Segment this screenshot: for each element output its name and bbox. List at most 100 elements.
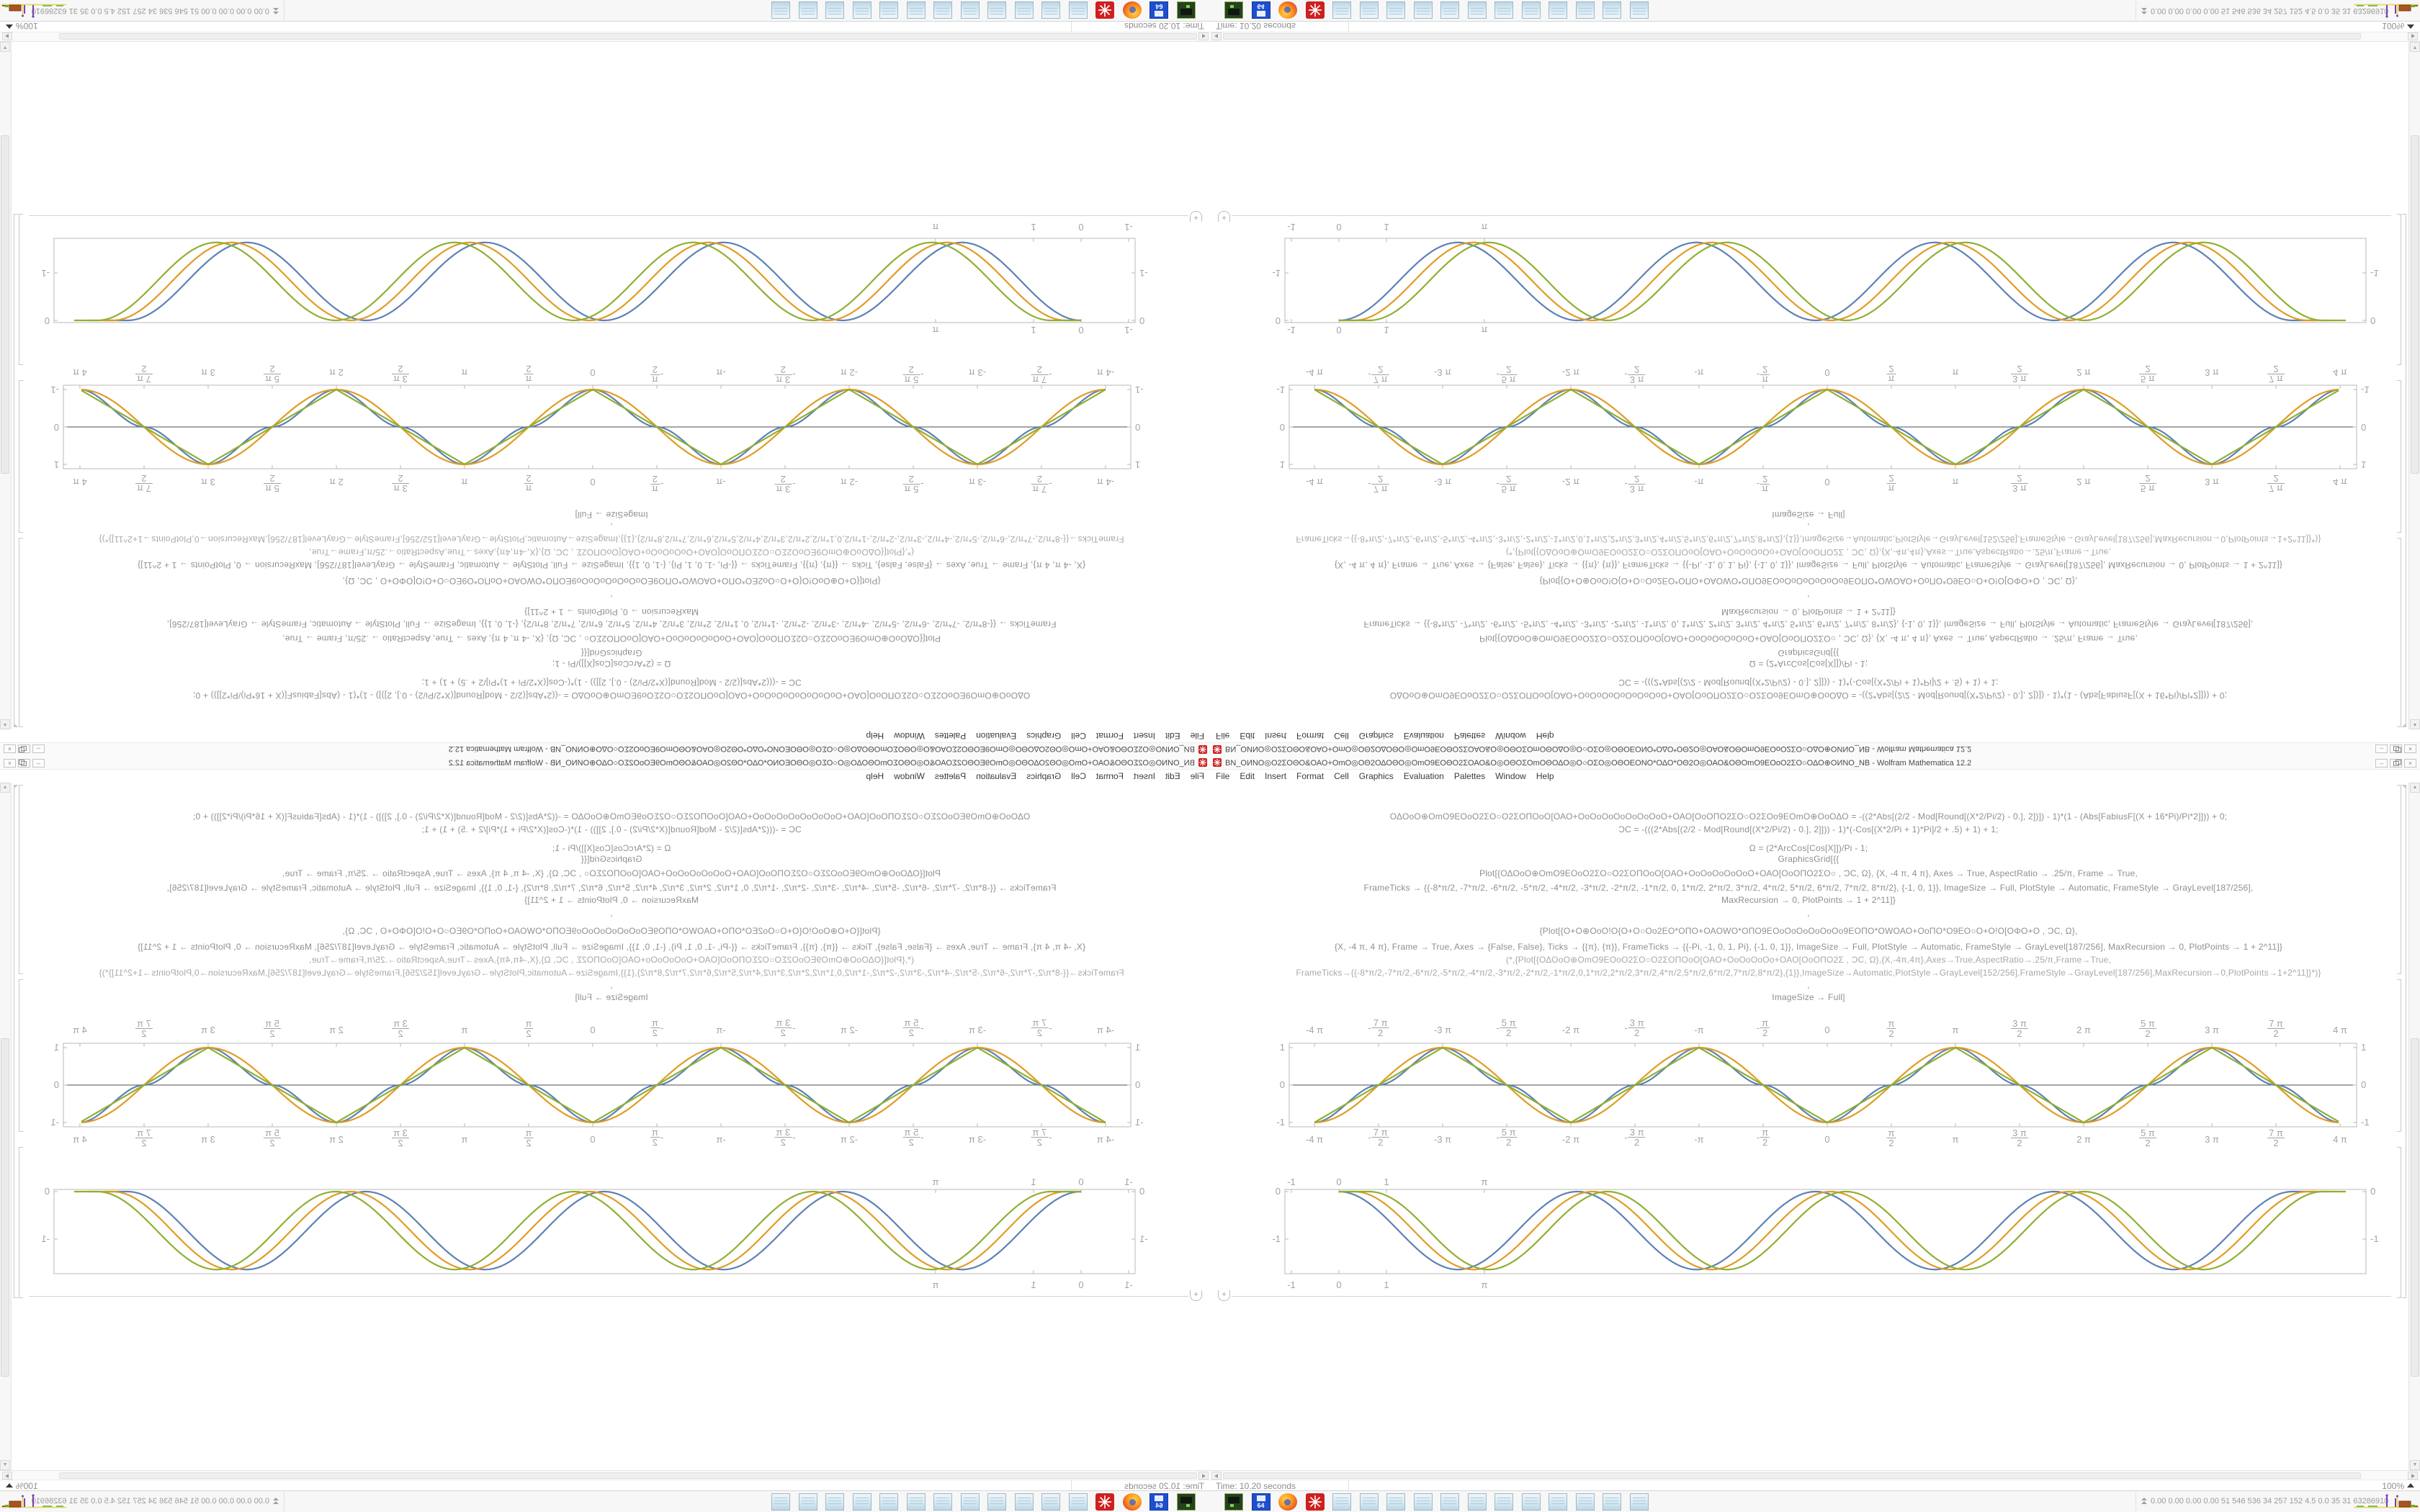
vertical-scroll-thumb[interactable] [2411,1038,2419,1377]
notebook-content[interactable]: ΟΔΟοΟ⊕ΟmΟ9ΕΟοΟ2ΣΟ○Ο2ΣΟΠΟοΟ[ΟΑΟ+ΟοΟοΟοΟοΟ… [13,783,1210,1470]
notepad-icon[interactable] [1629,1,1649,19]
menu-item-help[interactable]: Help [1536,731,1554,741]
vertical-scroll-thumb[interactable] [1,1038,9,1377]
notepad-icon[interactable] [1549,1,1567,19]
taskbar[interactable]: 64 0.00 0.00 0.00 0.00 51 546 536 34 257… [1210,0,2420,22]
notepad-icon[interactable] [1494,1,1513,19]
scroll-right-button[interactable] [2,1472,12,1480]
notepad-icon[interactable] [987,1,1007,19]
notepad-icon[interactable] [1015,1,1034,19]
notepad-icon[interactable] [825,1,845,19]
menu-item-cell[interactable]: Cell [1071,771,1086,781]
menu-item-file[interactable]: File [1190,771,1204,781]
minimize-button[interactable]: – [32,744,45,753]
scroll-left-button[interactable] [1198,32,1209,40]
cell-insertion-rule[interactable] [29,215,1188,216]
disk-green-icon[interactable] [1224,1,1243,19]
title-bar[interactable]: ΒΝ_ΟИΝΟ◎Ο2ΣΟΘΟ&ΟΑΟ+ΟmΟ◎ΟΘ2ΟΔΟΘΟ◎ΟmΟ9ΕΟΘΟ… [0,742,1210,756]
menu-item-file[interactable]: File [1216,771,1230,781]
mathematica-spikey-icon[interactable] [1095,1,1115,19]
notepad-icon[interactable] [933,1493,953,1511]
cell-bracket-group[interactable] [2402,214,2406,727]
notepad-icon[interactable] [1359,1493,1379,1511]
menu-item-edit[interactable]: Edit [1240,731,1255,741]
notebook-content[interactable]: ΟΔΟοΟ⊕ΟmΟ9ΕΟοΟ2ΣΟ○Ο2ΣΟΠΟοΟ[ΟΑΟ+ΟοΟοΟοΟοΟ… [1210,42,2407,729]
taskbar[interactable]: 64 0.00 0.00 0.00 0.00 51 546 536 34 257… [1210,1490,2420,1512]
magnification-control[interactable]: 100% [2382,21,2404,31]
vertical-scrollbar[interactable]: ▲ ▼ [2408,42,2420,729]
restore-button[interactable] [2390,759,2402,768]
notepad-icon[interactable] [1521,1,1541,19]
close-button[interactable]: × [2404,759,2416,768]
menu-item-cell[interactable]: Cell [1071,731,1086,741]
disk-green-icon[interactable] [1224,1493,1243,1511]
close-button[interactable]: × [4,744,16,753]
vertical-scrollbar[interactable]: ▲ ▼ [2408,783,2420,1470]
notepad-icon[interactable] [907,1493,926,1511]
menu-item-format[interactable]: Format [1095,771,1124,781]
menu-item-evaluation[interactable]: Evaluation [976,771,1017,781]
scroll-right-button[interactable] [2,32,12,40]
menu-item-file[interactable]: File [1216,731,1230,741]
notebook-content[interactable]: ΟΔΟοΟ⊕ΟmΟ9ΕΟοΟ2ΣΟ○Ο2ΣΟΠΟοΟ[ΟΑΟ+ΟοΟοΟοΟοΟ… [13,42,1210,729]
notepad-icon[interactable] [1413,1,1433,19]
cell-bracket-code[interactable] [2397,785,2401,974]
magnification-control[interactable]: 100% [2382,1481,2404,1491]
menu-item-graphics[interactable]: Graphics [1026,731,1062,741]
notepad-icon[interactable] [1440,1,1459,19]
scroll-left-button[interactable] [1198,1472,1209,1480]
notepad-icon[interactable] [879,1493,899,1511]
notepad-icon[interactable] [1041,1,1061,19]
notepad-icon[interactable] [1467,1,1487,19]
mathematica-spikey-icon[interactable] [1305,1,1325,19]
mathematica-spikey-icon[interactable] [1305,1493,1325,1511]
menu-item-evaluation[interactable]: Evaluation [976,731,1017,741]
notepad-icon[interactable] [1575,1493,1595,1511]
cell-bracket-code[interactable] [2398,538,2401,727]
cell-insert-plus-button[interactable]: + [1218,1290,1230,1301]
mathematica-spikey-icon[interactable] [1095,1493,1115,1511]
cell-bracket-plot2[interactable] [2397,1147,2401,1298]
cell-insertion-rule[interactable] [29,1296,1188,1297]
menu-item-window[interactable]: Window [1495,771,1526,781]
horizontal-scroll-thumb[interactable] [1223,1472,2361,1479]
close-button[interactable]: × [4,759,16,768]
horizontal-scroll-thumb[interactable] [59,33,1197,40]
scroll-down-button[interactable]: ▼ [2410,42,2420,52]
menu-item-graphics[interactable]: Graphics [1026,771,1062,781]
menu-item-graphics[interactable]: Graphics [1358,731,1394,741]
cell-insertion-rule[interactable] [1232,1296,2391,1297]
disk-64-icon[interactable]: 64 [1150,1,1169,19]
notepad-icon[interactable] [1629,1493,1649,1511]
menu-item-evaluation[interactable]: Evaluation [1403,731,1444,741]
cell-insert-plus-button[interactable]: + [1190,211,1202,222]
firefox-icon[interactable] [1123,1,1142,19]
menu-item-edit[interactable]: Edit [1240,771,1255,781]
menu-item-insert[interactable]: Insert [1265,771,1287,781]
notepad-icon[interactable] [1386,1,1405,19]
vertical-scrollbar[interactable]: ▲ ▼ [0,42,12,729]
scroll-left-button[interactable] [1211,32,1222,40]
disk-64-icon[interactable]: 64 [1150,1493,1169,1511]
scroll-up-button[interactable]: ▲ [2410,783,2420,793]
notepad-icon[interactable] [825,1493,845,1511]
close-button[interactable]: × [2404,744,2416,753]
menu-item-palettes[interactable]: Palettes [934,771,967,781]
firefox-icon[interactable] [1278,1493,1297,1511]
taskbar[interactable]: 64 0.00 0.00 0.00 0.00 51 546 536 34 257… [0,1490,1210,1512]
notepad-icon[interactable] [799,1493,817,1511]
cell-bracket-code[interactable] [19,785,22,974]
menu-item-cell[interactable]: Cell [1334,771,1349,781]
horizontal-scrollbar[interactable] [0,1470,1210,1480]
notepad-icon[interactable] [907,1,926,19]
cell-bracket-group[interactable] [14,214,18,727]
cell-bracket-plot2[interactable] [19,214,22,365]
minimize-button[interactable]: – [2375,744,2388,753]
notepad-icon[interactable] [1521,1493,1541,1511]
notepad-icon[interactable] [1332,1493,1351,1511]
menu-item-insert[interactable]: Insert [1133,731,1155,741]
notepad-icon[interactable] [961,1493,980,1511]
notepad-icon[interactable] [987,1493,1007,1511]
menu-item-palettes[interactable]: Palettes [934,731,967,741]
scroll-up-button[interactable]: ▲ [2410,719,2420,729]
